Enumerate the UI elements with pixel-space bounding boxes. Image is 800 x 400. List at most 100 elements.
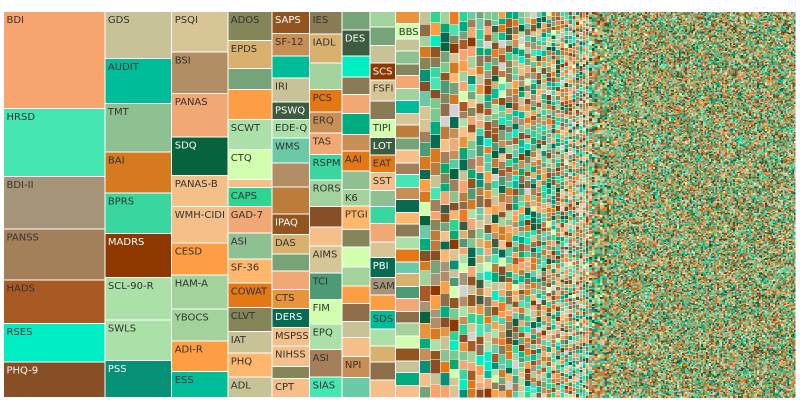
tail-tile[interactable]: [612, 364, 615, 366]
tail-tile[interactable]: [606, 350, 609, 353]
tail-tile[interactable]: [589, 347, 592, 351]
tail-tile[interactable]: [604, 348, 607, 351]
tail-tile[interactable]: [572, 42, 576, 46]
tail-tile[interactable]: [512, 264, 519, 273]
tail-tile[interactable]: [572, 301, 576, 305]
tail-tile[interactable]: [430, 328, 440, 340]
tile-ies[interactable]: [310, 12, 342, 34]
tail-tile[interactable]: [512, 116, 519, 124]
tail-tile[interactable]: [530, 339, 536, 344]
tail-tile[interactable]: [450, 169, 459, 179]
tail-tile[interactable]: [530, 377, 536, 383]
tail-tile[interactable]: [589, 169, 592, 173]
tail-tile[interactable]: [616, 295, 618, 297]
tail-tile[interactable]: [612, 76, 615, 79]
tail-tile[interactable]: [576, 103, 579, 107]
tail-tile[interactable]: [591, 277, 595, 281]
tail-tile[interactable]: [599, 13, 603, 17]
tail-tile[interactable]: [610, 145, 613, 148]
tail-tile[interactable]: [606, 359, 609, 362]
tail-tile[interactable]: [556, 77, 560, 82]
tail-tile[interactable]: [491, 82, 499, 89]
tail-tile[interactable]: [551, 363, 556, 367]
tail-tile[interactable]: [530, 382, 536, 389]
tail-tile[interactable]: [610, 208, 613, 210]
tail-tile[interactable]: [556, 364, 560, 369]
tail-tile[interactable]: [616, 190, 618, 192]
tail-tile[interactable]: [560, 263, 565, 268]
tail-tile[interactable]: [614, 376, 617, 379]
tile-adl[interactable]: [228, 377, 272, 397]
tail-tile[interactable]: [612, 165, 615, 167]
tail-tile[interactable]: [564, 332, 568, 336]
tail-tile[interactable]: [614, 317, 617, 320]
tail-tile[interactable]: [536, 159, 542, 165]
tail-tile[interactable]: [546, 316, 551, 323]
tail-tile[interactable]: [519, 183, 525, 189]
tail-tile[interactable]: [597, 239, 600, 242]
tail-tile[interactable]: [616, 381, 618, 384]
tail-tile[interactable]: [560, 373, 565, 377]
tail-tile[interactable]: [536, 174, 542, 181]
tail-tile[interactable]: [568, 31, 572, 36]
tail-tile[interactable]: [551, 22, 556, 27]
tail-tile[interactable]: [599, 242, 603, 246]
tail-tile[interactable]: [582, 384, 586, 388]
tail-tile[interactable]: [610, 349, 613, 352]
tail-tile[interactable]: [606, 109, 609, 111]
tail-tile[interactable]: [551, 154, 556, 158]
tail-tile[interactable]: [614, 120, 617, 122]
tail-tile[interactable]: [499, 296, 506, 303]
tail-tile[interactable]: [612, 50, 615, 52]
tail-tile[interactable]: [599, 215, 603, 218]
tail-tile[interactable]: [564, 144, 568, 148]
tail-tile[interactable]: [602, 264, 605, 266]
tail-tile[interactable]: [610, 182, 613, 185]
tail-tile[interactable]: [597, 132, 600, 135]
tail-tile[interactable]: [610, 211, 613, 214]
tile-aims[interactable]: [310, 246, 342, 273]
tail-tile[interactable]: [608, 150, 611, 153]
tail-tile[interactable]: [476, 255, 484, 263]
tail-tile[interactable]: [599, 363, 603, 366]
tail-tile[interactable]: [589, 132, 592, 135]
tail-tile[interactable]: [616, 123, 618, 126]
tail-tile[interactable]: [606, 385, 609, 388]
tail-tile[interactable]: [599, 64, 603, 67]
tail-tile[interactable]: [591, 355, 595, 359]
tail-tile[interactable]: [618, 38, 620, 40]
tail-tile[interactable]: [551, 134, 556, 139]
tail-tile[interactable]: [512, 368, 519, 376]
tail-tile[interactable]: [606, 159, 609, 162]
tail-tile[interactable]: [597, 241, 600, 245]
tail-tile[interactable]: [591, 216, 595, 219]
tail-tile[interactable]: [616, 337, 618, 340]
tail-tile[interactable]: [606, 15, 609, 19]
tail-tile[interactable]: [576, 281, 579, 285]
tail-tile[interactable]: [618, 124, 620, 127]
tail-tile[interactable]: [589, 371, 592, 374]
tail-tile[interactable]: [599, 276, 603, 278]
tail-tile[interactable]: [614, 373, 617, 376]
tail-tile[interactable]: [610, 361, 613, 363]
tail-tile[interactable]: [616, 274, 618, 277]
tail-tile[interactable]: [564, 177, 568, 181]
tail-tile[interactable]: [610, 292, 613, 294]
tail-tile[interactable]: [589, 103, 592, 107]
tail-tile[interactable]: [614, 174, 617, 177]
tail-tile[interactable]: [616, 270, 618, 273]
tail-tile[interactable]: [582, 218, 586, 223]
tail-tile[interactable]: [576, 360, 579, 365]
tail-tile[interactable]: [530, 344, 536, 350]
tail-tile[interactable]: [572, 336, 576, 340]
tail-tile[interactable]: [579, 200, 583, 204]
tail-tile[interactable]: [582, 169, 586, 172]
tail-tile[interactable]: [602, 317, 605, 320]
tail-tile[interactable]: [476, 336, 484, 345]
tail-tile[interactable]: [556, 121, 560, 126]
tail-tile[interactable]: [599, 30, 603, 33]
tail-tile[interactable]: [582, 130, 586, 134]
tail-tile[interactable]: [602, 366, 605, 369]
tail-tile[interactable]: [572, 161, 576, 165]
tail-tile[interactable]: [597, 89, 600, 92]
